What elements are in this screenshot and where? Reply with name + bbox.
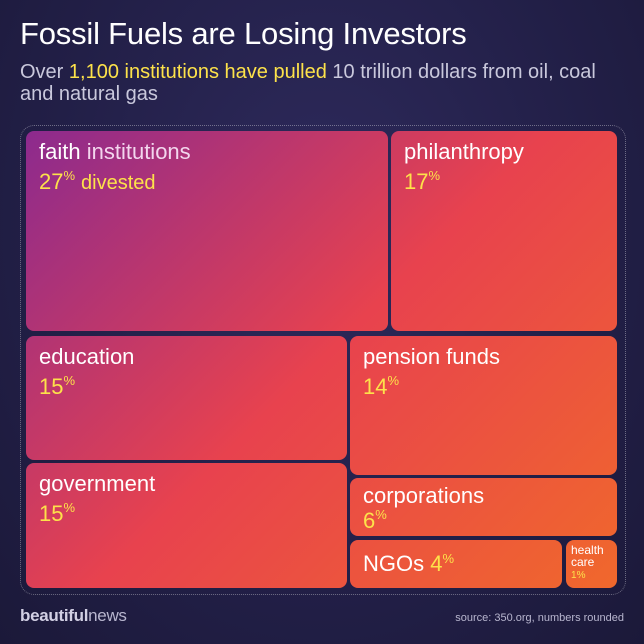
tile-education: education 15% [26,336,347,460]
tile-value: 17% [404,168,441,194]
tile-value: 15% [39,500,76,526]
tile-value: 6% [363,507,387,533]
tile-corporations: corporations 6% [350,478,617,536]
source-note: source: 350.org, numbers rounded [455,612,624,624]
tile-label: corporations [363,483,485,508]
tile-health-care: health care 1% [566,540,617,588]
tile-value: 1% [571,570,586,581]
subtitle-highlight: 1,100 institutions have pulled [68,61,327,83]
tile-label: philanthropy [404,139,524,164]
chart-subtitle: Over 1,100 institutions have pulled 10 t… [20,61,620,105]
treemap-frame [20,125,626,595]
tile-value: 27% divested [39,168,156,194]
subtitle-part-2: 10 trillion dollars from oil, coal and n… [20,61,596,105]
tile-ngos: NGOs 4% [350,540,562,588]
tile-pension-funds: pension funds 14% [350,336,617,475]
tile-value: 15% [39,373,76,399]
brand-logo: beautifulnews [20,606,127,625]
tile-philanthropy: philanthropy 17% [391,131,617,331]
tile-value: 14% [363,373,400,399]
subtitle-part-1: Over [20,61,69,83]
tile-government: government 15% [26,463,347,588]
chart-title: Fossil Fuels are Losing Investors [20,16,467,51]
tile-label: NGOs 4% [363,551,455,576]
tile-label: pension funds [363,344,500,369]
tile-label: health care [571,543,604,569]
tile-label: government [39,471,156,496]
tile-label: education [39,344,135,369]
tile-faith-institutions: faith institutions 27% divested [26,131,388,331]
tile-label: faith institutions [39,139,191,164]
